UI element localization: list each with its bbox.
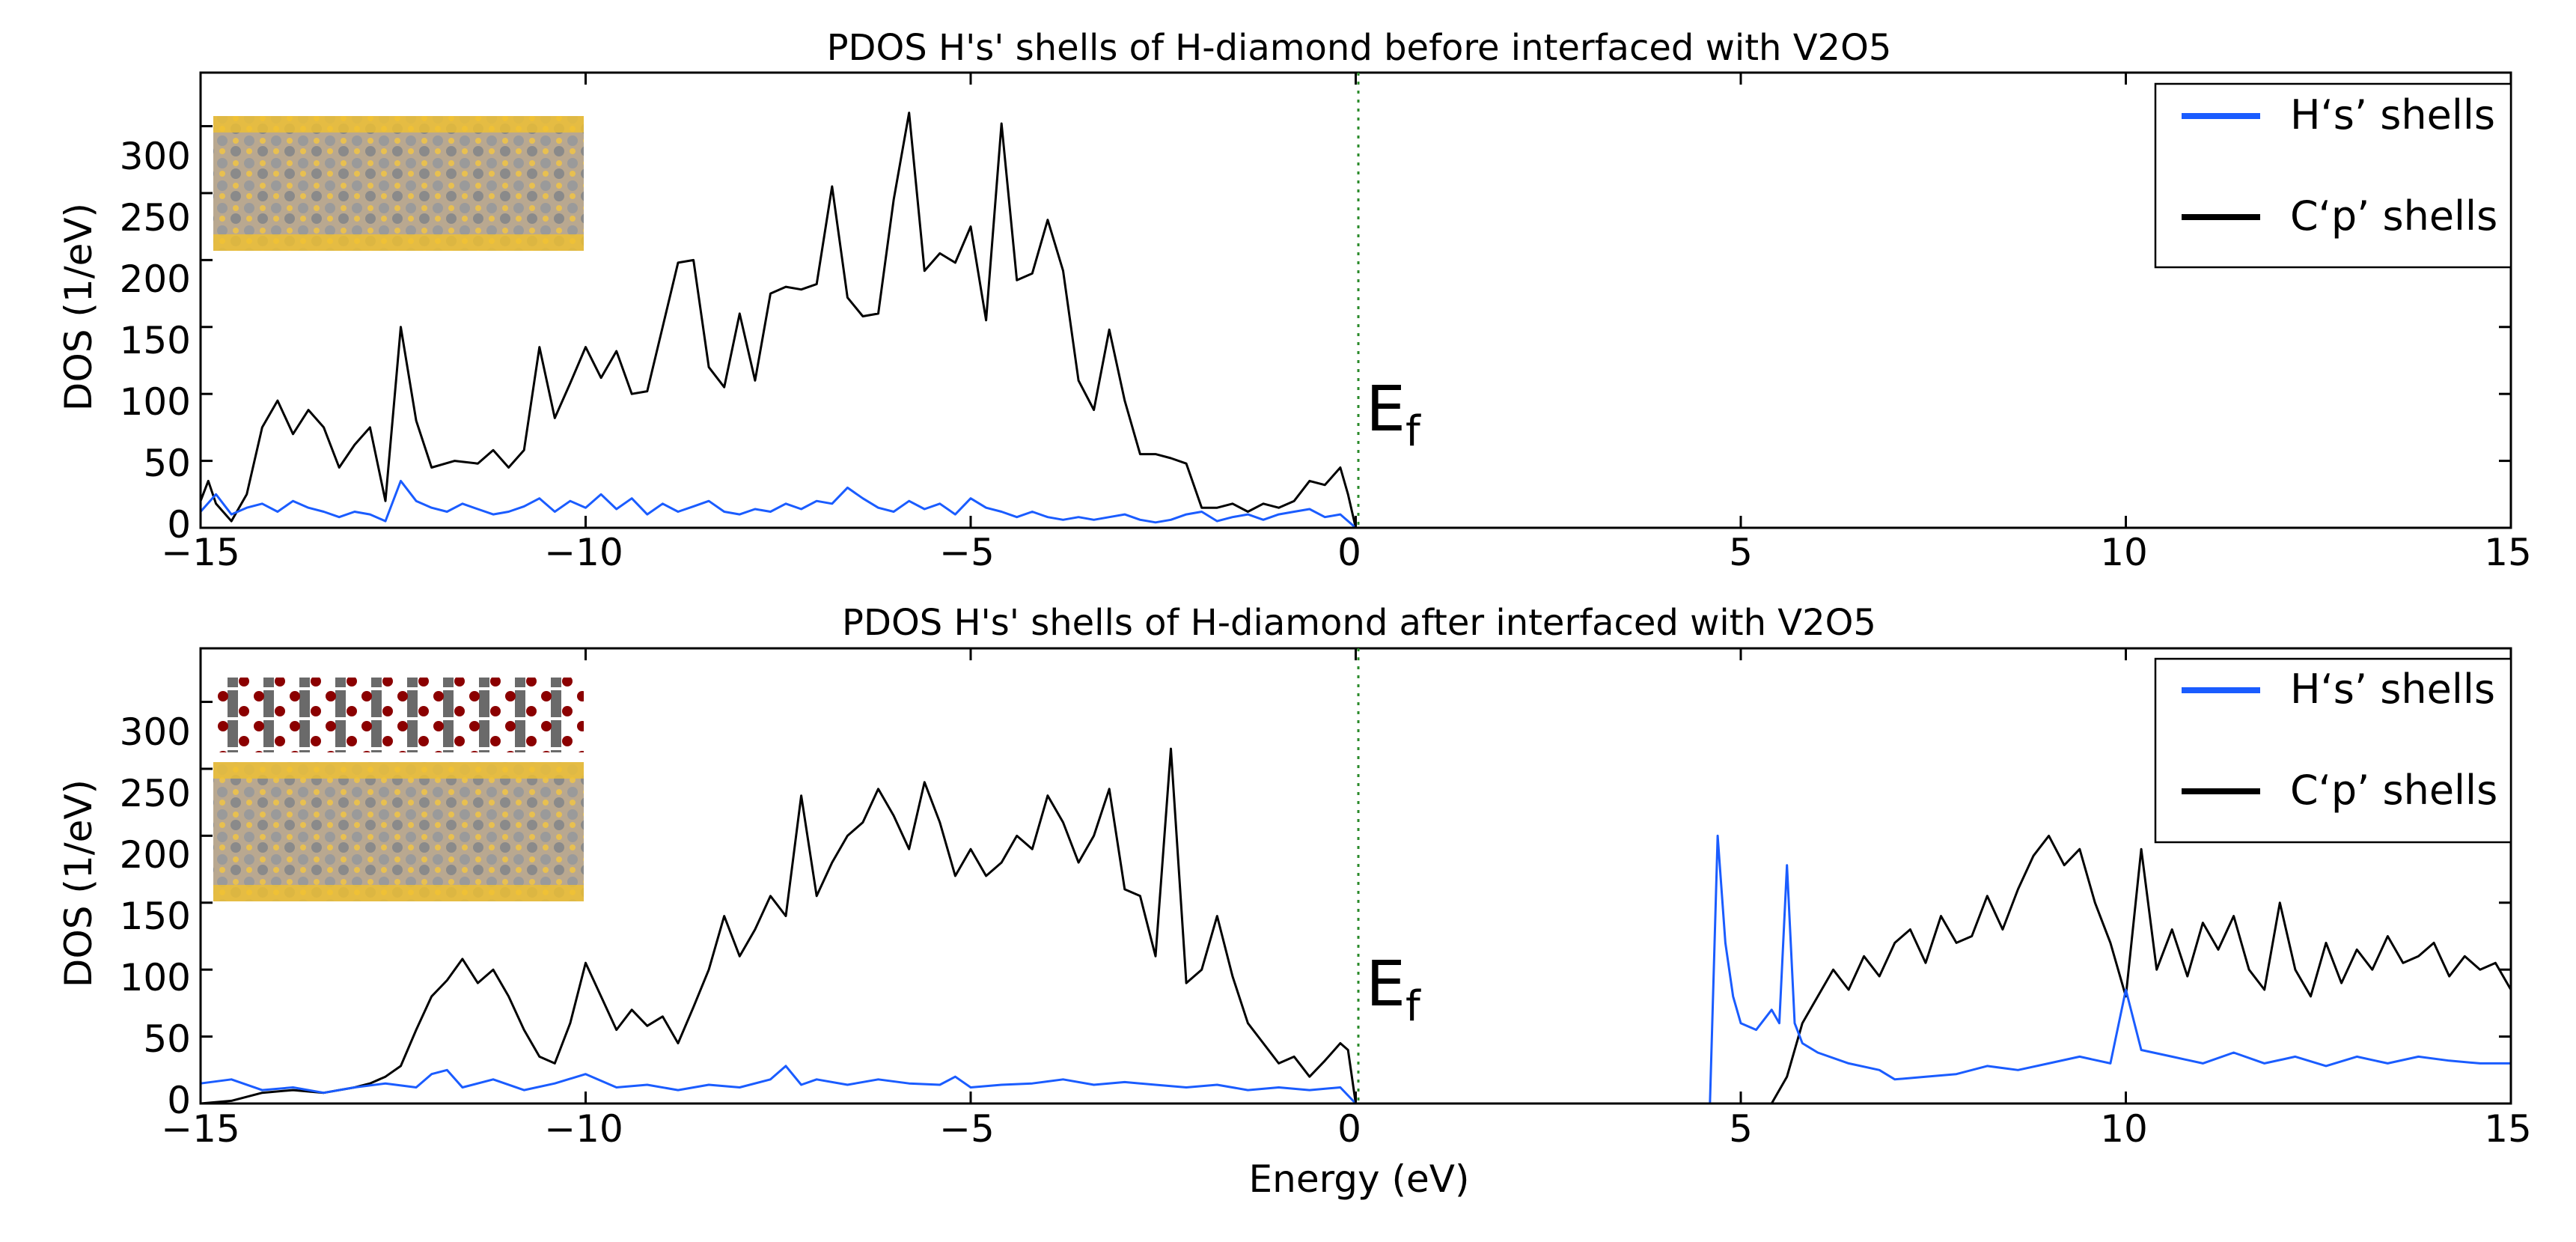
fermi-subscript: f — [1405, 982, 1421, 1031]
x-ticks: −15 −10 −5 0 5 10 15 — [161, 1107, 2532, 1151]
y-tick-label: 50 — [143, 442, 191, 485]
y-tick-label: 300 — [120, 135, 191, 178]
x-tick-label: −15 — [161, 1107, 240, 1151]
y-ticks: 0 50 100 150 200 250 300 — [120, 710, 191, 1122]
x-tick-label: −10 — [544, 1107, 623, 1151]
y-tick-label: 100 — [120, 956, 191, 999]
legend-label-c-p: C‘p’ shells — [2290, 767, 2497, 814]
y-tick-label: 300 — [120, 710, 191, 754]
legend-label-h-s: H‘s’ shells — [2290, 666, 2495, 713]
y-tick-label: 0 — [167, 503, 191, 547]
chart-title: PDOS H's' shells of H-diamond after inte… — [842, 602, 1876, 644]
y-tick-label: 200 — [120, 833, 191, 877]
y-tick-label: 0 — [167, 1079, 191, 1122]
structure-inset — [213, 116, 584, 251]
y-tick-label: 150 — [120, 895, 191, 938]
x-tick-label: 15 — [2484, 1107, 2532, 1151]
y-axis-label: DOS (1/eV) — [57, 203, 100, 411]
legend-label-c-p: C‘p’ shells — [2290, 192, 2497, 240]
y-ticks: 0 50 100 150 200 250 300 — [120, 135, 191, 547]
x-tick-label: −15 — [161, 531, 240, 574]
fermi-level-label: E f — [1366, 372, 1421, 456]
y-axis-label: DOS (1/eV) — [57, 779, 100, 987]
structure-inset — [213, 678, 584, 901]
x-tick-label: 10 — [2100, 531, 2148, 574]
x-ticks: −15 −10 −5 0 5 10 15 — [161, 531, 2532, 574]
plot-area — [199, 647, 2512, 1105]
x-tick-label: 10 — [2100, 1107, 2148, 1151]
chart-title: PDOS H's' shells of H-diamond before int… — [827, 27, 1892, 69]
x-tick-label: 0 — [1337, 1107, 1361, 1151]
y-tick-label: 200 — [120, 258, 191, 301]
series-line-cpshells — [200, 747, 2512, 1105]
x-tick-label: −10 — [544, 531, 623, 574]
panel-before: PDOS H's' shells of H-diamond before int… — [57, 27, 2532, 574]
x-tick-label: 5 — [1729, 531, 1753, 574]
fermi-level-label: E f — [1366, 947, 1421, 1031]
legend-label-h-s: H‘s’ shells — [2290, 91, 2495, 138]
fermi-label: E — [1366, 947, 1405, 1020]
x-tick-label: 15 — [2484, 531, 2532, 574]
panel-after: PDOS H's' shells of H-diamond after inte… — [57, 602, 2532, 1201]
y-tick-label: 100 — [120, 380, 191, 424]
x-tick-label: 5 — [1729, 1107, 1753, 1151]
x-tick-label: 0 — [1337, 531, 1361, 574]
x-tick-label: −5 — [939, 1107, 995, 1151]
x-tick-label: −5 — [939, 531, 995, 574]
legend: H‘s’ shells C‘p’ shells — [2154, 657, 2512, 844]
x-axis-label: Energy (eV) — [1249, 1157, 1470, 1201]
y-tick-label: 50 — [143, 1017, 191, 1061]
y-tick-label: 250 — [120, 772, 191, 815]
y-tick-label: 250 — [120, 196, 191, 240]
fermi-label: E — [1366, 372, 1405, 445]
legend: H‘s’ shells C‘p’ shells — [2154, 82, 2512, 269]
series-line-hsshells — [200, 834, 2511, 1105]
plot-area — [199, 71, 2512, 529]
y-tick-label: 150 — [120, 319, 191, 362]
fermi-subscript: f — [1405, 407, 1421, 456]
